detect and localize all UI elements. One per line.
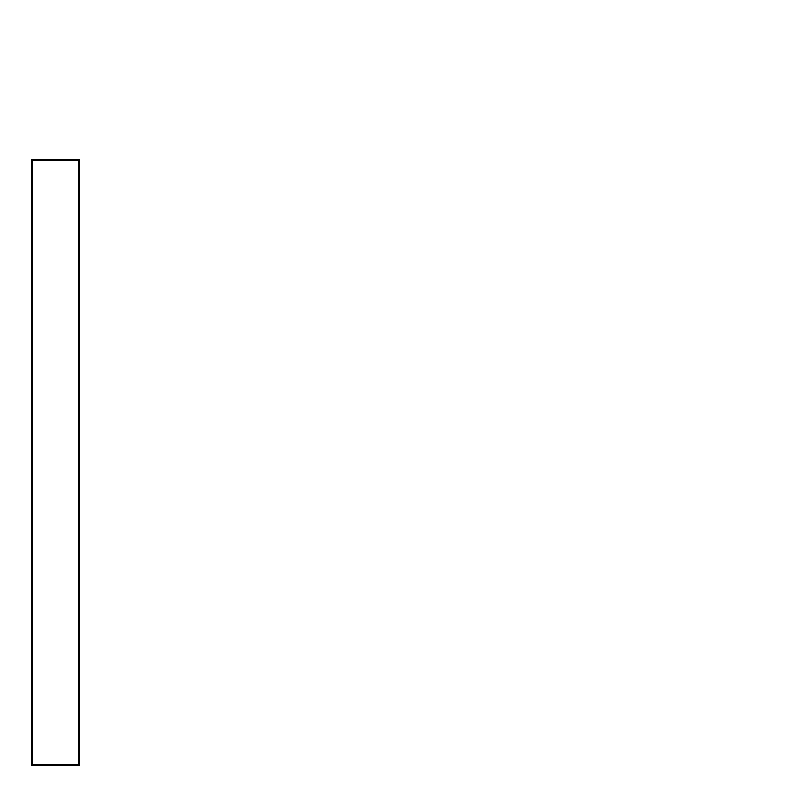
colorbar-gradient bbox=[31, 159, 80, 766]
